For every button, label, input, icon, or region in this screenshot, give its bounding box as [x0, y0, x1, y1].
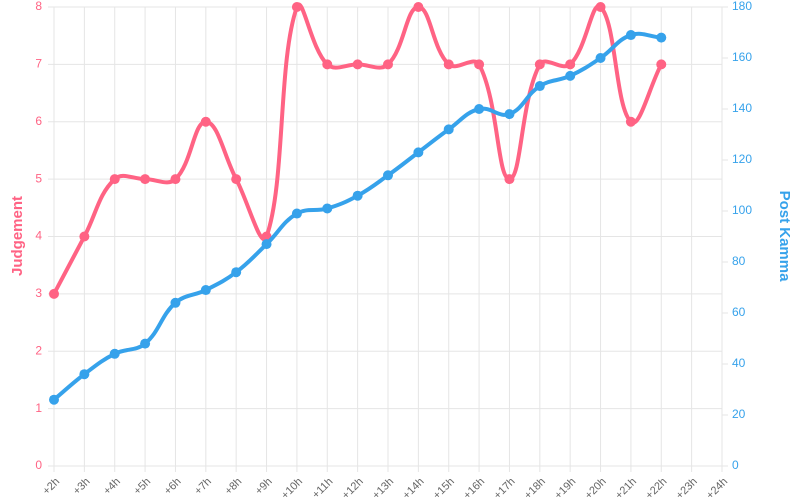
data-point [534, 81, 545, 92]
x-tick-label: +6h [162, 476, 184, 498]
y-tick-label: 5 [35, 171, 42, 185]
x-tick-label: +12h [340, 476, 366, 500]
data-point [474, 59, 485, 70]
data-point [413, 147, 424, 158]
x-tick-label: +4h [101, 476, 123, 498]
data-point [49, 288, 59, 299]
data-point [656, 59, 667, 70]
data-point [291, 208, 302, 219]
y2-tick-label: 60 [732, 305, 746, 319]
y-tick-label: 4 [35, 229, 42, 243]
x-tick-label: +7h [192, 476, 214, 498]
data-point [504, 174, 515, 185]
x-tick-label: +10h [279, 476, 305, 500]
y-tick-label: 6 [35, 114, 42, 128]
data-point [595, 2, 606, 12]
data-point [322, 59, 333, 70]
x-tick-label: +14h [401, 476, 427, 500]
y-tick-label: 2 [35, 343, 42, 357]
y2-tick-label: 20 [732, 407, 746, 421]
data-point [109, 174, 120, 185]
data-point [261, 239, 272, 250]
data-point [140, 174, 151, 185]
x-tick-label: +3h [71, 476, 93, 498]
data-point [79, 231, 90, 242]
data-point [291, 2, 302, 12]
x-tick-label: +9h [253, 476, 275, 498]
data-point [413, 2, 424, 12]
x-tick-label: +2h [40, 476, 62, 498]
x-tick-label: +8h [223, 476, 245, 498]
data-point [625, 30, 636, 41]
data-point [322, 203, 333, 214]
y2-tick-label: 40 [732, 356, 746, 370]
x-tick-label: +23h [674, 476, 700, 500]
x-tick-label: +17h [492, 476, 518, 500]
data-point [383, 59, 393, 70]
data-point [49, 394, 59, 405]
x-tick-label: +18h [522, 476, 548, 500]
data-point [565, 59, 576, 70]
x-tick-label: +22h [643, 476, 669, 500]
x-tick-label: +21h [613, 476, 639, 500]
data-point [474, 104, 485, 114]
y2-tick-label: 180 [732, 0, 752, 13]
data-point [140, 338, 151, 349]
y2-tick-label: 0 [732, 458, 739, 472]
data-point [200, 116, 211, 127]
data-point [109, 348, 120, 359]
data-point [170, 174, 181, 185]
y2-tick-label: 160 [732, 50, 752, 64]
y2-tick-label: 80 [732, 254, 746, 268]
y2-tick-label: 120 [732, 152, 752, 166]
x-tick-label: +15h [431, 476, 457, 500]
y-tick-label: 0 [35, 458, 42, 472]
y-tick-label: 8 [35, 0, 42, 13]
data-point [79, 369, 90, 380]
data-point [504, 109, 515, 120]
data-point [383, 170, 393, 181]
data-point [565, 70, 576, 81]
x-tick-label: +24h [704, 476, 730, 500]
data-point [170, 297, 181, 308]
data-point [625, 116, 636, 127]
data-point [534, 59, 545, 70]
x-tick-label: +19h [552, 476, 578, 500]
data-point [352, 190, 363, 201]
data-point [595, 53, 606, 63]
y-tick-label: 7 [35, 57, 42, 71]
data-point [656, 32, 667, 43]
data-point [231, 267, 242, 278]
y2-axis-title: Post Kamma [776, 191, 793, 283]
x-tick-label: +13h [370, 476, 396, 500]
data-point [200, 285, 211, 296]
y-tick-label: 3 [35, 286, 42, 300]
data-point [352, 59, 363, 70]
y-tick-label: 1 [35, 401, 42, 415]
data-point [231, 174, 242, 185]
x-tick-label: +16h [461, 476, 487, 500]
x-tick-label: +5h [132, 476, 154, 498]
x-tick-label: +20h [583, 476, 609, 500]
data-point [443, 59, 454, 70]
y2-tick-label: 100 [732, 203, 752, 217]
y-axis-title: Judgement [9, 196, 26, 276]
data-point [443, 124, 454, 135]
x-tick-label: +11h [310, 476, 335, 500]
y2-tick-label: 140 [732, 101, 752, 115]
